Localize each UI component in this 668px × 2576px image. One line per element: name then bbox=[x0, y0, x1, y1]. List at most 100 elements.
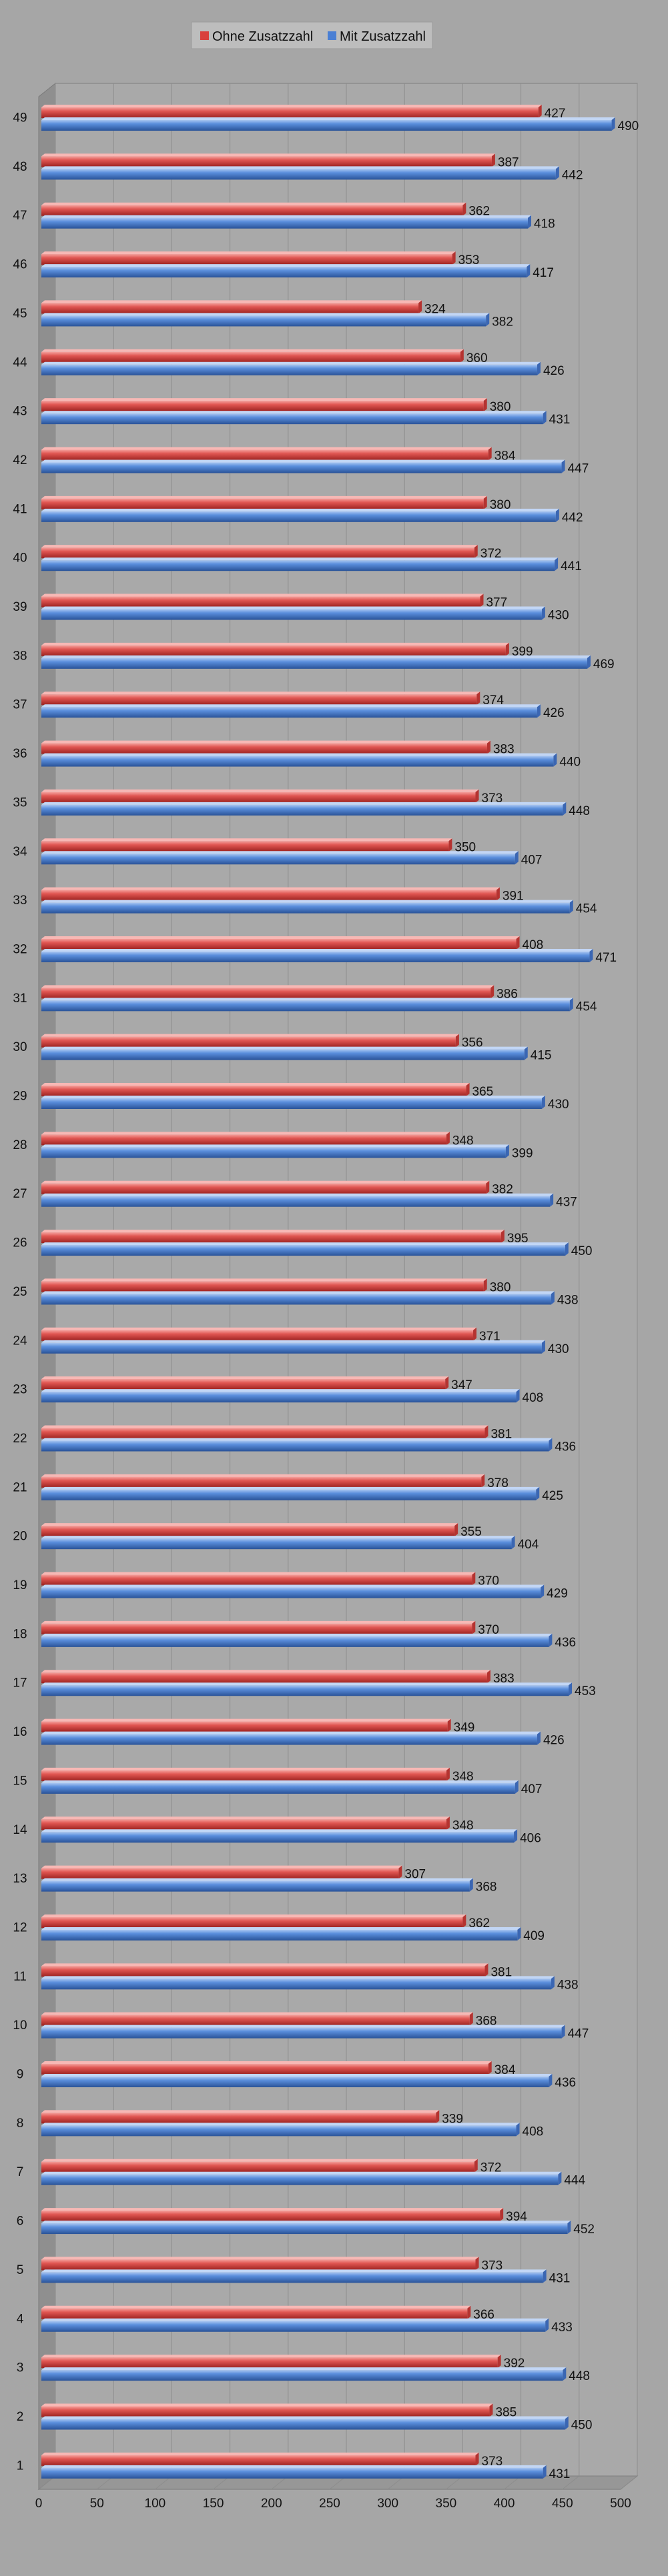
bar-end bbox=[549, 2074, 553, 2088]
category-label: 39 bbox=[13, 600, 27, 614]
bar-end bbox=[569, 1682, 573, 1696]
bar bbox=[41, 1098, 542, 1110]
x-tick-label: 150 bbox=[203, 2497, 224, 2511]
data-label: 490 bbox=[618, 119, 639, 133]
bar-top bbox=[41, 1926, 521, 1930]
bar-end bbox=[515, 1780, 519, 1794]
bar-end bbox=[472, 1572, 476, 1586]
data-label: 430 bbox=[548, 1098, 569, 1112]
data-label: 370 bbox=[478, 1623, 499, 1637]
bar-top bbox=[41, 508, 559, 511]
category-label: 38 bbox=[13, 649, 27, 663]
category-label: 44 bbox=[13, 355, 27, 369]
data-label: 373 bbox=[482, 2259, 503, 2273]
bar bbox=[41, 303, 419, 314]
category-label: 10 bbox=[13, 2019, 27, 2033]
bar bbox=[41, 854, 515, 865]
category-label: 22 bbox=[13, 1432, 27, 1446]
bar bbox=[41, 547, 474, 559]
bar-top bbox=[41, 447, 492, 450]
data-label: 368 bbox=[476, 2015, 497, 2029]
data-label: 426 bbox=[543, 706, 565, 720]
bar-end bbox=[486, 1670, 490, 1684]
bar-end bbox=[418, 300, 422, 314]
bar-end bbox=[558, 2171, 562, 2185]
data-label: 453 bbox=[575, 1684, 596, 1698]
data-label: 438 bbox=[557, 1978, 579, 1992]
category-label: 28 bbox=[13, 1138, 27, 1152]
bar-end bbox=[454, 1523, 458, 1537]
data-label: 436 bbox=[555, 2076, 576, 2090]
bar bbox=[41, 2077, 549, 2088]
bar bbox=[41, 2174, 559, 2185]
category-label: 42 bbox=[13, 453, 27, 467]
bar bbox=[41, 792, 476, 803]
category-label: 21 bbox=[13, 1480, 27, 1494]
bar-end bbox=[517, 1926, 521, 1941]
bar bbox=[41, 938, 517, 950]
bar-top bbox=[41, 2355, 501, 2358]
bar bbox=[41, 498, 484, 509]
bar-end bbox=[491, 153, 495, 167]
bar-end bbox=[489, 2403, 493, 2417]
data-label: 469 bbox=[593, 658, 615, 672]
x-axis-ticks: 0 50 100 150 200 250 300 350 400 450 500 bbox=[35, 2497, 631, 2511]
bar-end bbox=[475, 2452, 479, 2466]
bar-top bbox=[41, 1180, 490, 1184]
bar-top bbox=[41, 838, 452, 842]
bar-end bbox=[446, 1132, 450, 1146]
gridline-floor bbox=[620, 2475, 638, 2490]
bar bbox=[41, 205, 463, 216]
bar bbox=[41, 1147, 506, 1158]
bar-top bbox=[41, 2305, 471, 2309]
bar-end bbox=[452, 251, 456, 265]
data-label: 450 bbox=[571, 2418, 593, 2432]
data-label: 372 bbox=[480, 547, 502, 561]
data-label: 433 bbox=[551, 2321, 573, 2335]
bar bbox=[41, 951, 590, 962]
bar-top bbox=[41, 495, 487, 499]
bar-top bbox=[41, 2159, 478, 2162]
bar-end bbox=[516, 936, 520, 950]
bar bbox=[41, 2113, 436, 2124]
data-label: 368 bbox=[476, 1880, 497, 1894]
data-label: 362 bbox=[468, 205, 490, 219]
bar-top bbox=[41, 2110, 440, 2113]
bar-end bbox=[551, 1291, 555, 1305]
data-label: 442 bbox=[562, 511, 583, 525]
data-label: 350 bbox=[454, 840, 476, 854]
bar-top bbox=[41, 264, 531, 267]
bar-top bbox=[41, 1829, 518, 1832]
category-label: 43 bbox=[13, 405, 27, 419]
bar bbox=[41, 707, 537, 718]
bar-end bbox=[543, 411, 547, 425]
bar-end bbox=[472, 1620, 476, 1634]
bar-top bbox=[41, 2318, 549, 2321]
bar-end bbox=[611, 117, 615, 131]
bar-top bbox=[41, 2123, 520, 2126]
bar-top bbox=[41, 1963, 488, 1967]
bar bbox=[41, 560, 555, 571]
bar-top bbox=[41, 2025, 565, 2028]
bar bbox=[41, 1134, 446, 1146]
data-label: 348 bbox=[452, 1818, 474, 1832]
bar-top bbox=[41, 900, 573, 903]
bar-top bbox=[41, 459, 565, 463]
bar-end bbox=[398, 1865, 402, 1879]
bar-top bbox=[41, 2221, 571, 2224]
bar-top bbox=[41, 851, 519, 854]
data-label: 371 bbox=[479, 1330, 500, 1344]
bar-end bbox=[537, 361, 541, 375]
bar-top bbox=[41, 166, 559, 169]
bar bbox=[41, 2370, 563, 2381]
data-label: 436 bbox=[555, 1636, 576, 1650]
bar-top bbox=[41, 313, 490, 316]
bar-top bbox=[41, 349, 464, 352]
bar-top bbox=[41, 105, 542, 108]
bar-end bbox=[469, 1878, 473, 1892]
data-label: 349 bbox=[454, 1721, 475, 1735]
data-label: 384 bbox=[494, 2063, 516, 2077]
x-tick-label: 450 bbox=[552, 2497, 573, 2511]
bar-top bbox=[41, 1291, 555, 1294]
